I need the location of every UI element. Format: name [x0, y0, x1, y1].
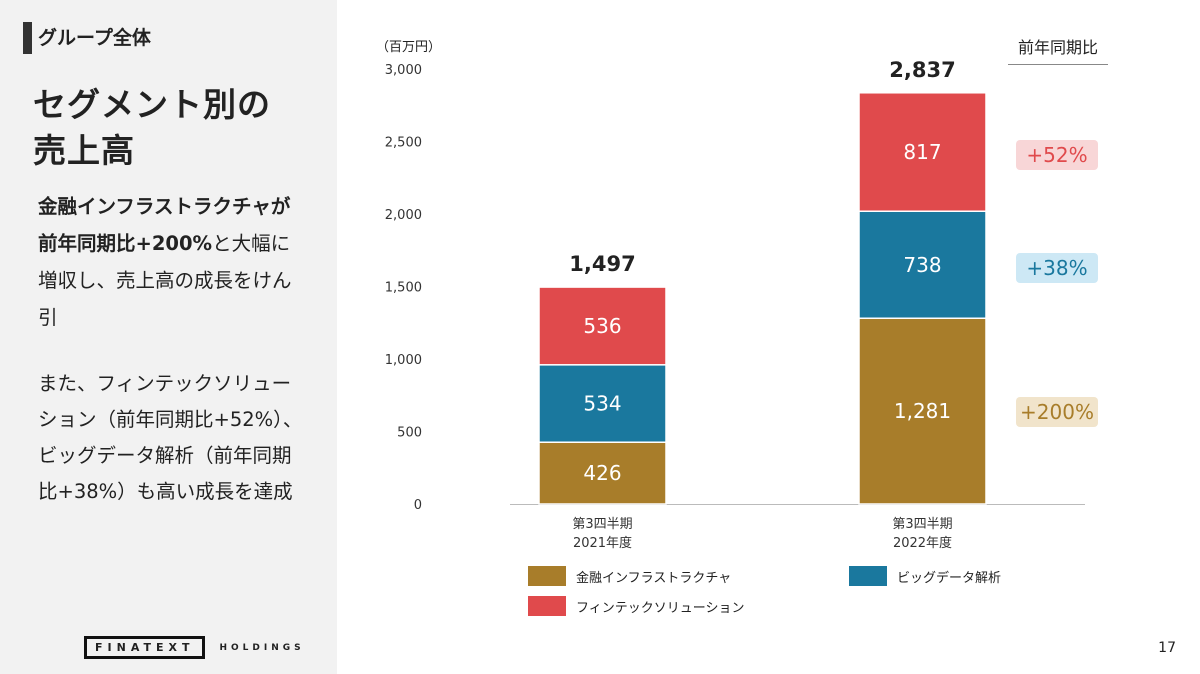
logo-box: FINATEXT: [84, 636, 206, 659]
yoy-badge: +52%: [1016, 140, 1098, 170]
legend-swatch: [849, 566, 887, 586]
yoy-badge: +200%: [1016, 397, 1098, 427]
bar-segment: [538, 441, 667, 505]
bar-value-label: 534: [583, 392, 621, 416]
title-line: 売上高: [33, 131, 135, 170]
total-label: 2,837: [889, 58, 955, 82]
page-number: 17: [1158, 640, 1176, 656]
legend-item: フィンテックソリューション: [528, 596, 744, 616]
yoy-badge: +38%: [1016, 253, 1098, 283]
bar-segment: [858, 210, 987, 320]
legend-swatch: [528, 596, 566, 616]
total-label: 1,497: [569, 252, 635, 276]
bar-segment: [538, 286, 667, 366]
unit-label: （百万円）: [376, 40, 442, 55]
x-tick-label: 第3四半期: [572, 517, 632, 532]
detail-text: また、フィンテックソリューション（前年同期比+52%）、ビッグデータ解析（前年同…: [38, 372, 303, 503]
yoy-header: 前年同期比: [1008, 34, 1108, 65]
bar-value-label: 817: [903, 140, 941, 164]
y-tick-label: 1,500: [385, 281, 422, 296]
legend-item: 金融インフラストラクチャ: [528, 566, 731, 586]
y-tick-label: 3,000: [385, 63, 422, 78]
bar-segment: [538, 364, 667, 443]
breadcrumb: グループ全体: [23, 22, 151, 54]
y-tick-label: 2,000: [385, 208, 422, 223]
legend-label: 金融インフラストラクチャ: [576, 570, 732, 586]
bar-value-label: 1,281: [894, 399, 951, 423]
left-panel: グループ全体 セグメント別の 売上高 金融インフラストラクチャが前年同期比+200…: [0, 0, 337, 674]
legend-label: ビッグデータ解析: [897, 570, 1002, 586]
y-tick-label: 0: [414, 498, 422, 513]
y-tick-label: 2,500: [385, 136, 422, 151]
title-line: セグメント別の: [33, 85, 271, 124]
bar-value-label: 738: [903, 253, 941, 277]
y-tick-label: 1,000: [385, 353, 422, 368]
legend-label: フィンテックソリューション: [576, 600, 745, 616]
page-title: セグメント別の 売上高: [33, 82, 271, 174]
summary-rest: と大幅に増収し、売上高の成長をけん引: [38, 232, 292, 329]
x-tick-label: 2021年度: [573, 535, 632, 551]
y-tick-label: 500: [397, 426, 422, 441]
summary-bold: 金融インフラストラクチャが前年同期比+200%: [38, 195, 291, 255]
bar-segment: [858, 92, 987, 212]
bar-segment: [858, 317, 987, 505]
bar-value-label: 426: [583, 461, 621, 485]
summary-text: 金融インフラストラクチャが前年同期比+200%と大幅に増収し、売上高の成長をけん…: [38, 188, 308, 336]
x-tick-label: 2022年度: [893, 535, 952, 551]
legend-item: ビッグデータ解析: [849, 566, 1001, 586]
bar-value-label: 536: [583, 314, 621, 338]
logo-text: HOLDINGS: [219, 642, 305, 653]
legend-swatch: [528, 566, 566, 586]
x-tick-label: 第3四半期: [892, 517, 952, 532]
company-logo: FINATEXT HOLDINGS: [84, 636, 305, 659]
